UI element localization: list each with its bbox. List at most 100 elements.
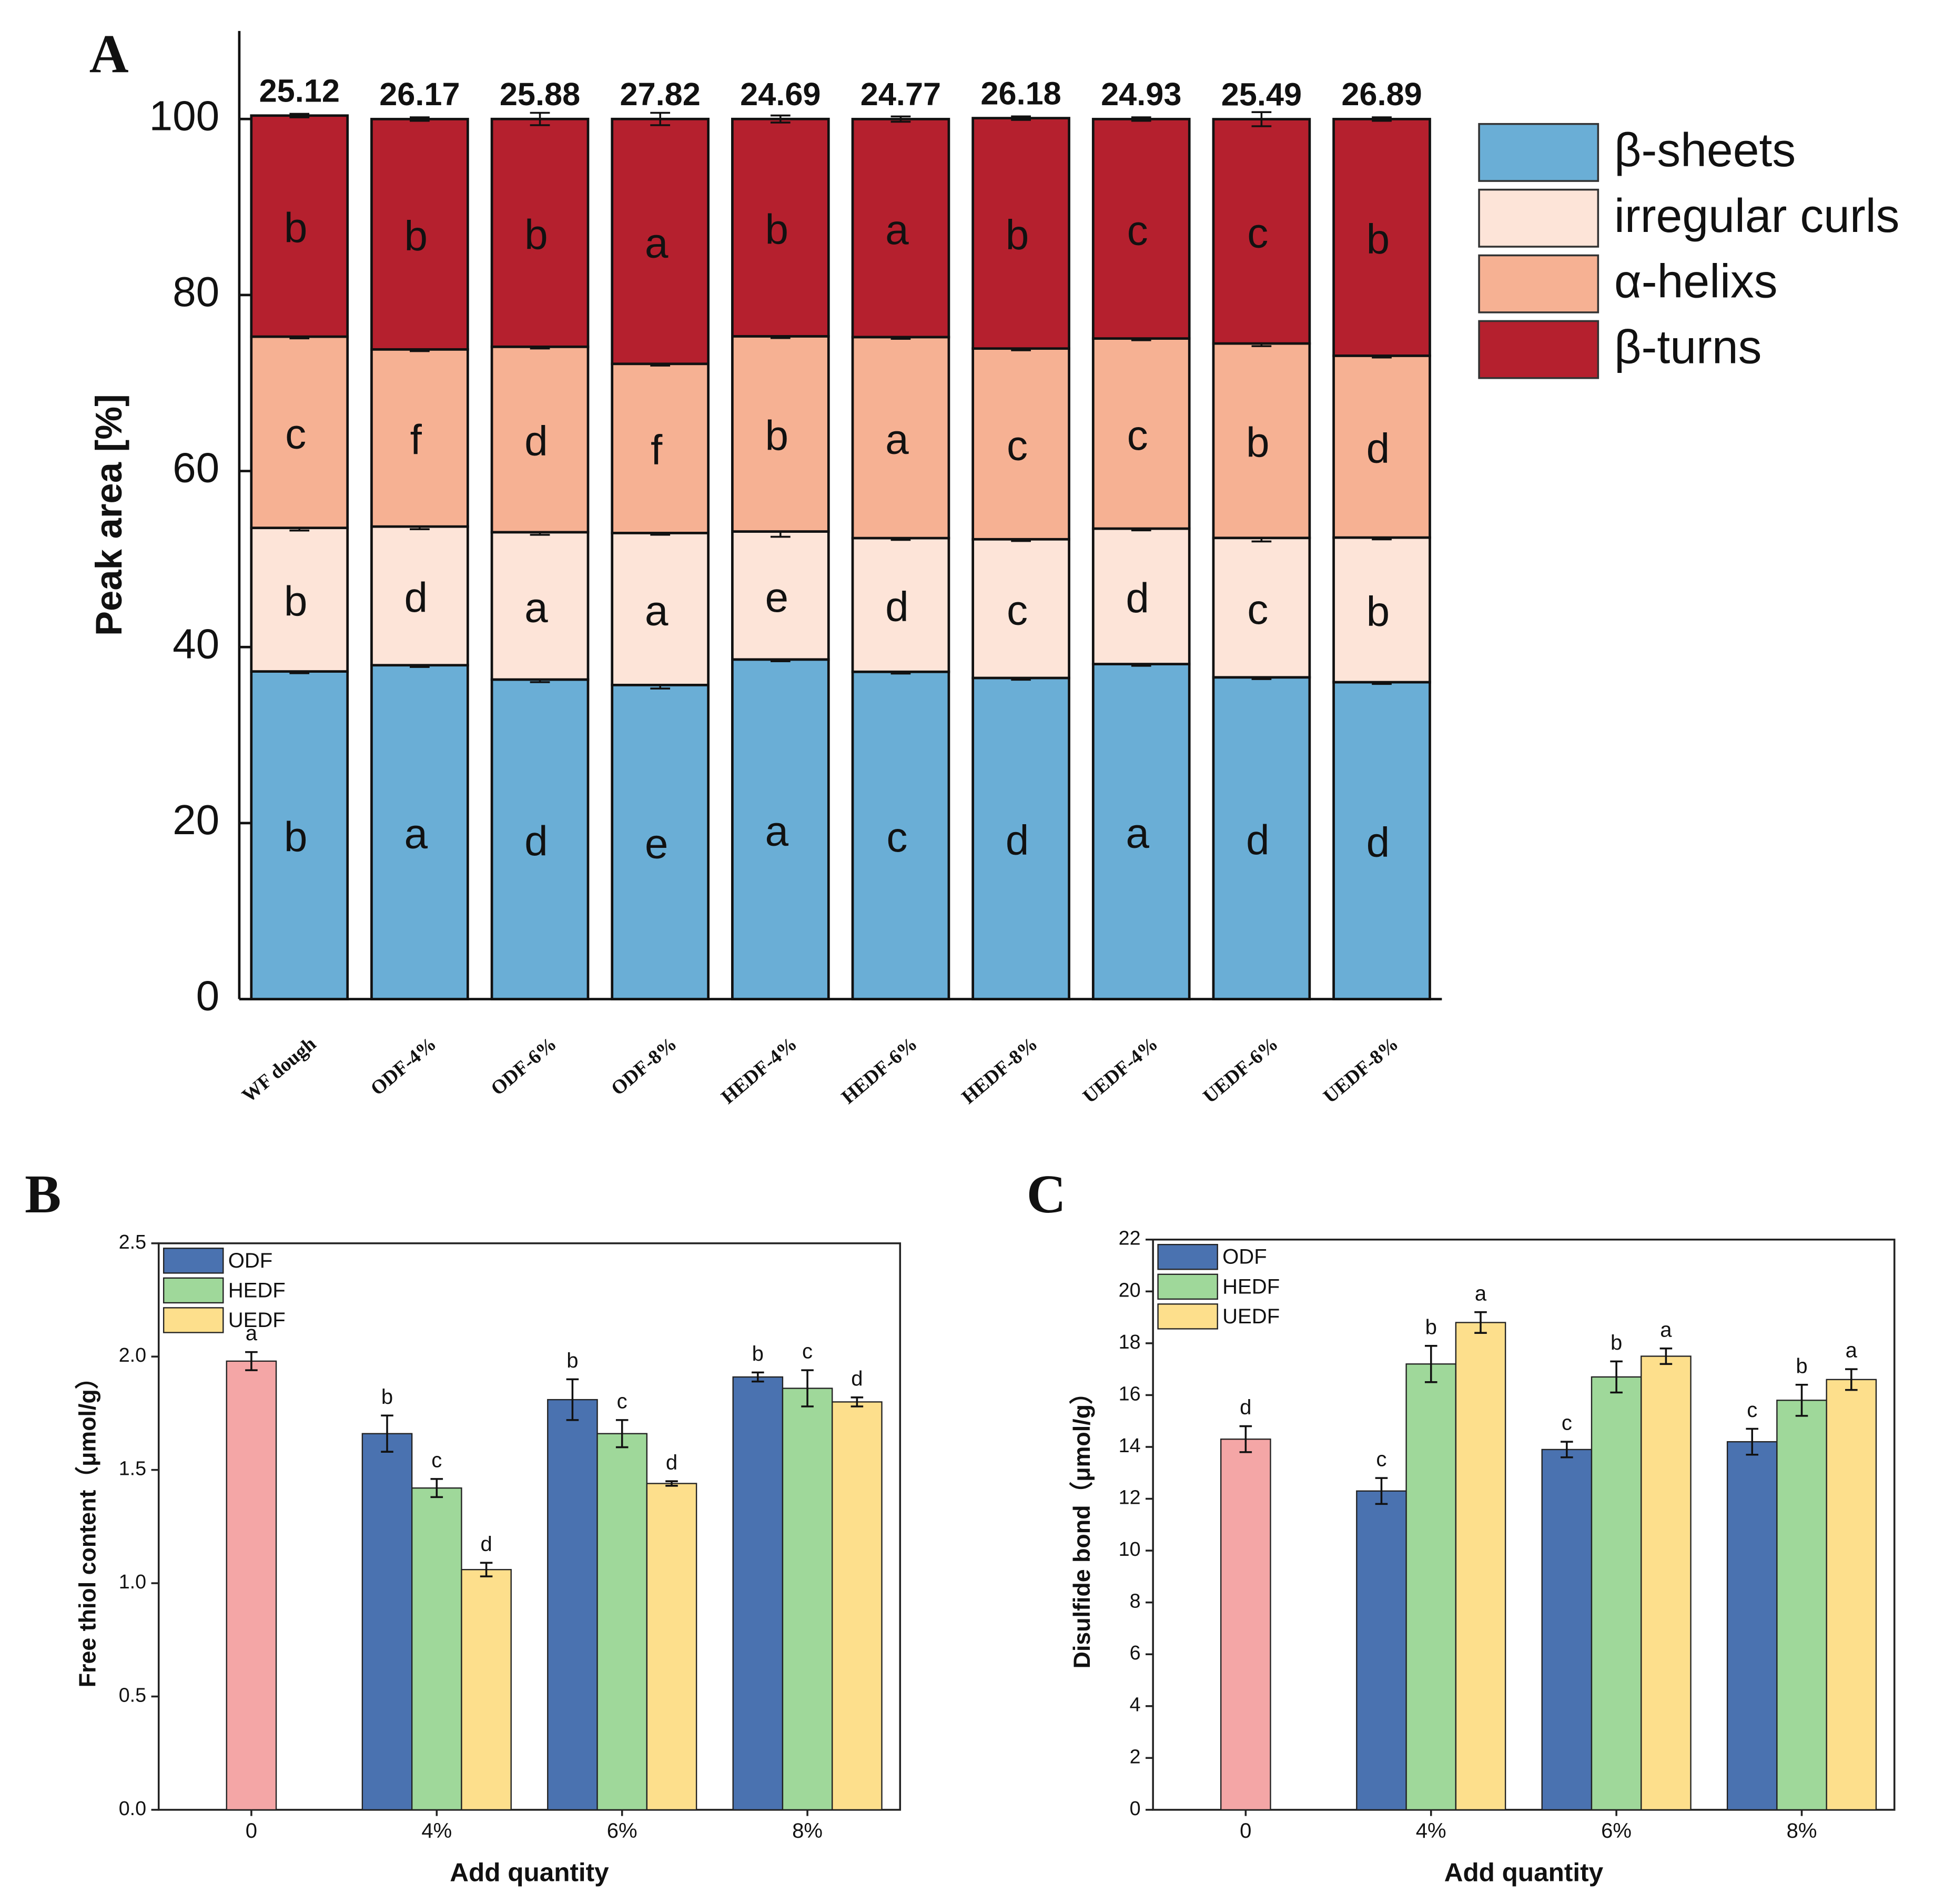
bar: [361, 1433, 413, 1811]
legend-label: α-helixs: [1614, 255, 1778, 308]
significance-letter: d: [851, 1367, 863, 1390]
legend-swatch: [163, 1248, 224, 1274]
bar-segment: [1212, 676, 1311, 1000]
bar: [832, 1401, 883, 1811]
bar-segment: [370, 348, 469, 528]
significance-letter: c: [1127, 411, 1148, 459]
panel-label: A: [89, 24, 129, 84]
bar-segment: [731, 117, 830, 338]
x-tick-label: HEDF-8%: [958, 1032, 1042, 1108]
bar-segment: [1332, 536, 1431, 684]
y-tick-label: 2.5: [119, 1231, 146, 1253]
y-tick-label: 0: [1130, 1797, 1141, 1819]
legend-label: β-sheets: [1614, 124, 1796, 176]
x-tick-label: HEDF-6%: [837, 1032, 922, 1108]
significance-letter: e: [645, 820, 669, 867]
bar-segment: [250, 526, 349, 673]
bar-segment: [851, 336, 950, 540]
significance-letter: a: [404, 810, 428, 857]
significance-letter: d: [524, 817, 548, 864]
significance-letter: b: [284, 578, 308, 625]
significance-letter: b: [404, 212, 428, 259]
significance-letter: c: [1247, 209, 1268, 256]
value-label: 25.12: [259, 73, 340, 108]
y-tick-label: 8: [1130, 1590, 1141, 1612]
significance-letter: d: [1006, 816, 1029, 864]
bar-segment: [611, 532, 710, 686]
significance-letter: a: [645, 586, 669, 634]
bar-segment: [370, 525, 469, 667]
significance-letter: d: [885, 583, 909, 630]
significance-letter: b: [765, 205, 788, 252]
x-tick-label: 8%: [1787, 1819, 1817, 1842]
significance-letter: c: [285, 410, 306, 457]
x-tick-label: 4%: [1416, 1819, 1446, 1842]
legend-swatch: [163, 1307, 224, 1333]
y-axis-title: Disulfide bond（μmol/g）: [1069, 1381, 1095, 1668]
bar-segment: [250, 114, 349, 338]
bar-segment: [490, 678, 590, 1000]
x-axis-title: Add quantity: [450, 1858, 609, 1887]
x-tick-label: HEDF-4%: [717, 1032, 801, 1108]
panel-label: C: [1027, 1164, 1066, 1224]
legend-swatch: [163, 1277, 224, 1304]
value-label: 25.88: [500, 76, 580, 112]
legend-swatch: [1478, 123, 1599, 182]
significance-letter: b: [1366, 588, 1390, 635]
y-tick-label: 10: [1119, 1538, 1141, 1560]
y-tick-label: 18: [1119, 1331, 1141, 1353]
legend-label: HEDF: [1222, 1275, 1280, 1298]
x-tick-label: WF dough: [238, 1032, 320, 1107]
legend-label: UEDF: [228, 1309, 286, 1332]
value-label: 25.49: [1221, 76, 1302, 112]
significance-letter: d: [1366, 818, 1390, 866]
bar-segment: [611, 683, 710, 1000]
significance-letter: a: [524, 584, 548, 631]
significance-letter: d: [480, 1533, 492, 1556]
bar: [732, 1376, 784, 1811]
bar-segment: [250, 670, 349, 1000]
bar: [1776, 1400, 1827, 1811]
y-axis-title: Free thiol content（μmol/g）: [75, 1365, 101, 1687]
significance-letter: f: [410, 416, 422, 463]
significance-letter: b: [381, 1385, 393, 1409]
x-tick-label: ODF-8%: [607, 1032, 681, 1100]
x-tick-label: 6%: [1601, 1819, 1632, 1842]
significance-letter: c: [886, 813, 907, 860]
bar-segment: [1091, 337, 1191, 530]
legend-swatch: [1157, 1273, 1218, 1300]
bar-segment: [1212, 342, 1311, 540]
significance-letter: b: [524, 210, 548, 258]
y-tick-label: 2: [1130, 1745, 1141, 1767]
y-tick-label: 100: [149, 92, 220, 139]
value-label: 26.89: [1341, 76, 1422, 112]
legend-label: UEDF: [1222, 1305, 1280, 1328]
y-tick-label: 12: [1119, 1486, 1141, 1508]
panel-label: B: [25, 1164, 61, 1224]
bar-segment: [490, 345, 590, 534]
significance-letter: f: [651, 426, 663, 473]
bar: [1455, 1322, 1506, 1811]
significance-letter: b: [1796, 1354, 1807, 1378]
x-tick-label: UEDF-8%: [1319, 1032, 1403, 1108]
significance-letter: b: [1006, 211, 1029, 258]
significance-letter: a: [1126, 809, 1149, 857]
bar: [596, 1433, 648, 1811]
legend-swatch: [1157, 1303, 1218, 1330]
bar: [1220, 1439, 1271, 1811]
legend-label: ODF: [228, 1249, 273, 1272]
bar: [1641, 1355, 1692, 1811]
bar-segment: [731, 658, 830, 1000]
significance-letter: b: [1246, 419, 1270, 466]
significance-letter: c: [1562, 1412, 1572, 1435]
bar-segment: [851, 536, 950, 673]
significance-letter: c: [1007, 586, 1028, 634]
bar-segment: [370, 118, 469, 351]
value-label: 27.82: [620, 76, 701, 112]
significance-letter: d: [1126, 574, 1149, 621]
bar: [461, 1569, 512, 1811]
significance-letter: a: [1475, 1282, 1487, 1305]
plot-frame: [157, 1242, 902, 1811]
legend-swatch: [1478, 320, 1599, 379]
